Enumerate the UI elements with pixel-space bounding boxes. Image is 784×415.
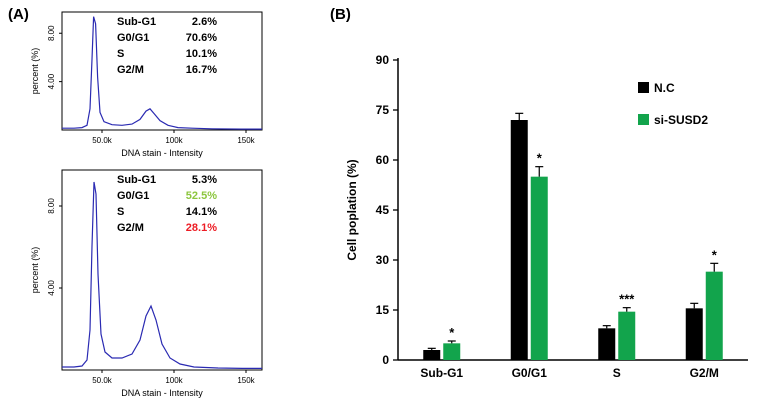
phase-label: G2/M	[117, 64, 144, 76]
flow-histogram-si-susd2-legend: Sub-G1 5.3% G0/G1 52.5% S 14.1% G2/M 28.1%	[117, 172, 217, 236]
phase-label: Sub-G1	[117, 16, 157, 28]
phase-label: G0/G1	[117, 190, 150, 202]
bar-si-susd2	[705, 271, 723, 360]
y-tick-label: 0	[382, 353, 389, 367]
category-label: Sub-G1	[420, 366, 463, 380]
legend-label: si-SUSD2	[654, 113, 708, 127]
y-tick-label: 4.00	[47, 280, 56, 296]
bar-n-c	[598, 328, 616, 360]
y-tick-label: 75	[376, 103, 390, 117]
flow-histogram-si-susd2-svg: 50.0k 100k 150k 4.00 8.00 DNA stain - Intensi…	[30, 169, 263, 398]
y-tick-label: 15	[376, 303, 390, 317]
category-label: G2/M	[690, 366, 719, 380]
bar-n-c	[685, 308, 703, 360]
significance-marker: ***	[619, 292, 635, 307]
significance-marker: *	[537, 151, 543, 166]
y-axis-title: percent (%)	[30, 48, 40, 95]
legend-row: S 14.1%	[117, 204, 217, 220]
histogram-bottom-si-susd2: 50.0k 100k 150k 4.00 8.00 DNA stain - Intensi…	[28, 160, 278, 410]
phase-percentage: 16.7%	[185, 64, 217, 76]
y-tick-label: 8.00	[47, 198, 56, 214]
bar-n-c	[423, 350, 441, 360]
dna-histogram-curve	[62, 16, 262, 130]
legend-row: Sub-G1 2.6%	[117, 14, 217, 30]
y-tick-label: 8.00	[47, 25, 56, 41]
x-tick-label: 50.0k	[92, 376, 113, 385]
phase-percentage: 52.5%	[185, 190, 217, 202]
bar-n-c	[510, 120, 528, 360]
y-axis-title: Cell poplation (%)	[345, 159, 359, 260]
x-tick-label: 150k	[237, 136, 255, 145]
x-tick-label: 100k	[165, 136, 183, 145]
y-tick-label: 30	[376, 253, 390, 267]
plot-frame	[61, 169, 263, 371]
x-tick-label: 50.0k	[92, 136, 113, 145]
plot-frame	[61, 11, 263, 131]
dna-histogram-curve	[62, 181, 262, 369]
phase-percentage: 5.3%	[191, 174, 217, 186]
phase-label: G2/M	[117, 222, 144, 234]
phase-percentage: 2.6%	[191, 16, 217, 28]
legend-row: Sub-G1 5.3%	[117, 172, 217, 188]
x-tick-label: 150k	[237, 376, 255, 385]
phase-percentage: 14.1%	[185, 206, 217, 218]
histogram-top-nc: 50.0k 100k 150k 4.00 8.00 DNA stain - Intensi…	[28, 6, 278, 161]
panel-a-label: (A)	[8, 6, 29, 23]
legend-row: S 10.1%	[117, 46, 217, 62]
phase-percentage: 10.1%	[185, 48, 217, 60]
bar-si-susd2	[443, 343, 461, 360]
phase-percentage: 28.1%	[185, 222, 217, 234]
x-tick-label: 100k	[165, 376, 183, 385]
significance-marker: *	[712, 247, 718, 262]
legend-row: G0/G1 52.5%	[117, 188, 217, 204]
flow-histogram-nc-legend: Sub-G1 2.6% G0/G1 70.6% S 10.1% G2/M 16.7%	[117, 14, 217, 78]
phase-label: S	[117, 206, 125, 218]
bar-chart-cell-population: 0 15 30 45 60 75 90 Cell poplation (%) Sub-G1 * G0…	[340, 20, 784, 410]
legend-swatch	[638, 114, 649, 125]
legend-row: G0/G1 70.6%	[117, 30, 217, 46]
legend-label: N.C	[654, 81, 675, 95]
legend-row: G2/M 28.1%	[117, 220, 217, 236]
y-tick-label: 60	[376, 153, 390, 167]
legend-swatch	[638, 82, 649, 93]
phase-label: Sub-G1	[117, 174, 157, 186]
phase-label: G0/G1	[117, 32, 150, 44]
y-tick-label: 90	[376, 53, 390, 67]
y-tick-label: 45	[376, 203, 390, 217]
flow-histogram-nc-svg: 50.0k 100k 150k 4.00 8.00 DNA stain - Intensi…	[30, 11, 263, 158]
category-label: S	[613, 366, 621, 380]
panel-b-label: (B)	[330, 6, 351, 23]
x-axis-title: DNA stain - Intensity	[121, 388, 203, 398]
x-axis-title: DNA stain - Intensity	[121, 148, 203, 158]
legend-row: G2/M 16.7%	[117, 62, 217, 78]
y-tick-label: 4.00	[47, 73, 56, 89]
bar-si-susd2	[530, 176, 548, 360]
phase-label: S	[117, 48, 125, 60]
bar-si-susd2	[618, 311, 636, 360]
significance-marker: *	[449, 325, 455, 340]
category-label: G0/G1	[512, 366, 548, 380]
cell-population-bar-chart-svg: 0 15 30 45 60 75 90 Cell poplation (%) Sub-G1 * G0…	[345, 53, 748, 380]
y-axis-title: percent (%)	[30, 247, 40, 294]
phase-percentage: 70.6%	[185, 32, 217, 44]
